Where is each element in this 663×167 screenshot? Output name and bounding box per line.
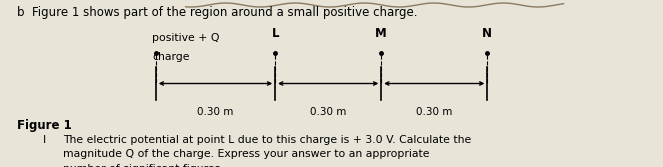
- Text: 0.30 m: 0.30 m: [198, 107, 233, 117]
- Text: magnitude Q of the charge. Express your answer to an appropriate: magnitude Q of the charge. Express your …: [63, 149, 430, 159]
- Text: L: L: [271, 27, 279, 40]
- Text: M: M: [375, 27, 387, 40]
- Text: 0.30 m: 0.30 m: [310, 107, 346, 117]
- Text: Figure 1: Figure 1: [17, 119, 72, 132]
- Text: positive + Q: positive + Q: [152, 33, 220, 43]
- Text: N: N: [482, 27, 493, 40]
- Text: charge: charge: [152, 52, 190, 62]
- Text: I: I: [43, 135, 46, 145]
- Text: The electric potential at point L due to this charge is + 3.0 V. Calculate the: The electric potential at point L due to…: [63, 135, 471, 145]
- Text: number of significant figures.: number of significant figures.: [63, 164, 223, 167]
- Text: b  Figure 1 shows part of the region around a small positive charge.: b Figure 1 shows part of the region arou…: [17, 6, 417, 19]
- Text: 0.30 m: 0.30 m: [416, 107, 452, 117]
